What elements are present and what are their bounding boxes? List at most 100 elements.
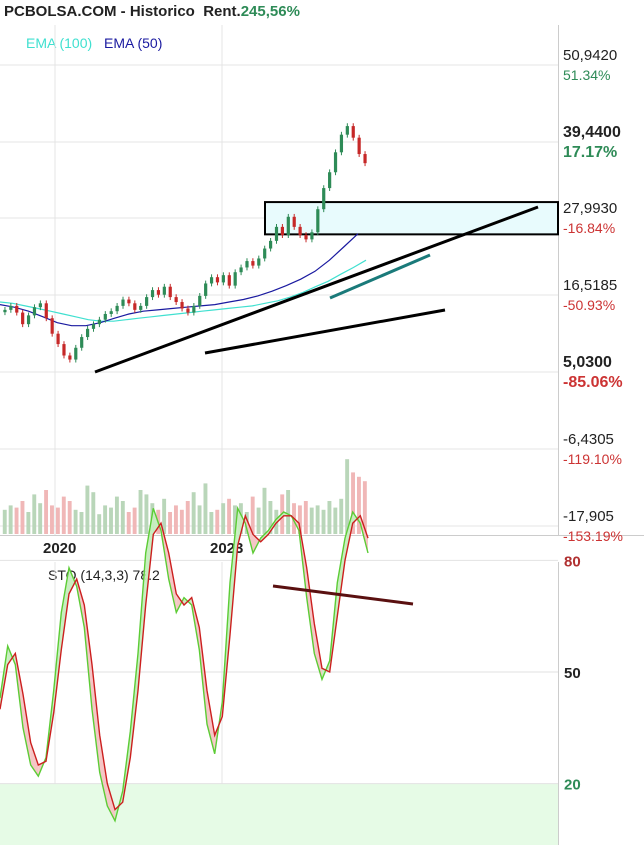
candle-body-6 <box>38 303 42 308</box>
sto-level-50: 50 <box>564 665 581 682</box>
volume-bar-48 <box>286 490 291 534</box>
pct-level-2: -16.84% <box>563 220 615 236</box>
candle-body-46 <box>274 226 279 241</box>
candle-body-30 <box>180 302 184 309</box>
sto-fill-22 <box>168 552 177 613</box>
candle-body-34 <box>204 283 208 296</box>
candle-body-11 <box>68 355 72 360</box>
candle-body-0 <box>3 309 7 313</box>
pct-level-5: -119.10% <box>563 451 622 467</box>
candle-body-15 <box>91 324 96 329</box>
volume-bar-29 <box>173 505 178 534</box>
sto-fill-8 <box>61 567 69 650</box>
volume-bar-28 <box>168 512 172 534</box>
price-level-6: -17,905 <box>563 508 614 525</box>
price-level-3: 16,5185 <box>563 277 617 294</box>
candle-body-54 <box>322 188 326 210</box>
candle-body-35 <box>209 277 214 284</box>
volume-bar-23 <box>138 490 143 534</box>
candle-body-48 <box>286 216 290 236</box>
price-level-4: 5,0300 <box>563 354 612 371</box>
candle-body-21 <box>127 299 131 304</box>
volume-bar-30 <box>179 509 184 534</box>
candle-body-16 <box>97 319 102 325</box>
pct-level-4: -85.06% <box>563 374 623 391</box>
candle-body-12 <box>74 347 78 360</box>
candle-body-17 <box>103 313 107 320</box>
volume-bar-44 <box>262 487 267 534</box>
volume-bar-27 <box>162 498 167 534</box>
sto-fill-13 <box>99 735 108 806</box>
sto-fill-9 <box>69 567 77 594</box>
sto-fill-12 <box>92 664 100 773</box>
price-level-0: 50,9420 <box>563 47 617 64</box>
candle-body-20 <box>121 299 125 306</box>
volume-bar-43 <box>256 507 261 534</box>
volume-bar-32 <box>191 492 196 534</box>
volume-bar-37 <box>221 503 226 534</box>
rent-label: Rent. <box>203 3 241 20</box>
volume-bar-0 <box>2 509 7 534</box>
volume-bar-57 <box>339 498 344 534</box>
volume-bar-16 <box>97 514 102 534</box>
sto-divergence-line <box>272 584 414 606</box>
volume-bar-4 <box>26 512 31 534</box>
candle-body-23 <box>139 305 143 310</box>
candle-body-29 <box>174 297 178 303</box>
candle-body-58 <box>345 126 349 135</box>
sto-fill-1 <box>7 645 16 665</box>
candle-body-40 <box>239 267 243 273</box>
candle-body-49 <box>292 216 296 227</box>
price-level-2: 27,9930 <box>563 200 617 217</box>
volume-bar-53 <box>315 505 320 534</box>
candle-body-42 <box>251 261 255 266</box>
candle-body-53 <box>316 209 320 233</box>
chart-title-bar: PCBOLSA.COM - Historico Rent.245,56% <box>4 3 300 20</box>
volume-bar-17 <box>103 505 108 534</box>
sto-d-line <box>0 513 369 811</box>
pct-level-1: 17.17% <box>563 144 617 161</box>
volume-bar-24 <box>144 494 149 534</box>
candle-body-57 <box>339 134 344 153</box>
sto-k-line <box>0 505 369 823</box>
volume-bar-55 <box>327 501 332 534</box>
volume-bar-54 <box>321 509 326 534</box>
volume-bar-12 <box>73 509 78 534</box>
sto-oversold-band <box>0 783 558 845</box>
volume-bar-7 <box>44 490 49 534</box>
volume-bar-14 <box>85 485 90 534</box>
highlight-zone <box>264 201 559 236</box>
volume-bar-61 <box>362 481 367 534</box>
volume-bar-36 <box>215 509 220 534</box>
volume-bar-33 <box>197 505 202 534</box>
volume-bar-13 <box>79 512 84 534</box>
candle-body-45 <box>268 240 273 249</box>
candle-body-39 <box>233 272 237 286</box>
candle-body-4 <box>26 315 31 325</box>
sto-level-80: 80 <box>564 553 581 570</box>
volume-bar-60 <box>356 476 361 534</box>
site-title: PCBOLSA.COM - Historico <box>4 3 195 20</box>
volume-bar-35 <box>209 512 214 534</box>
sto-axis-border <box>558 562 559 845</box>
candle-body-32 <box>192 305 196 313</box>
volume-bar-20 <box>120 501 125 534</box>
volume-bar-2 <box>14 507 19 534</box>
volume-bar-21 <box>126 512 131 534</box>
candle-body-14 <box>85 328 90 338</box>
candle-body-38 <box>227 275 231 286</box>
volume-bar-15 <box>91 492 96 534</box>
candle-body-61 <box>363 154 367 164</box>
pct-level-0: 51.34% <box>563 67 610 83</box>
candle-body-2 <box>15 305 19 313</box>
candle-body-41 <box>245 261 249 268</box>
pct-level-6: -153.19% <box>563 528 623 544</box>
candle-body-13 <box>80 337 84 348</box>
rent-value: 245,56% <box>240 3 300 20</box>
volume-bar-31 <box>185 501 190 534</box>
candle-body-60 <box>357 137 361 155</box>
sto-fill-3 <box>23 694 31 765</box>
volume-bar-52 <box>309 507 314 534</box>
candle-body-50 <box>298 226 302 236</box>
